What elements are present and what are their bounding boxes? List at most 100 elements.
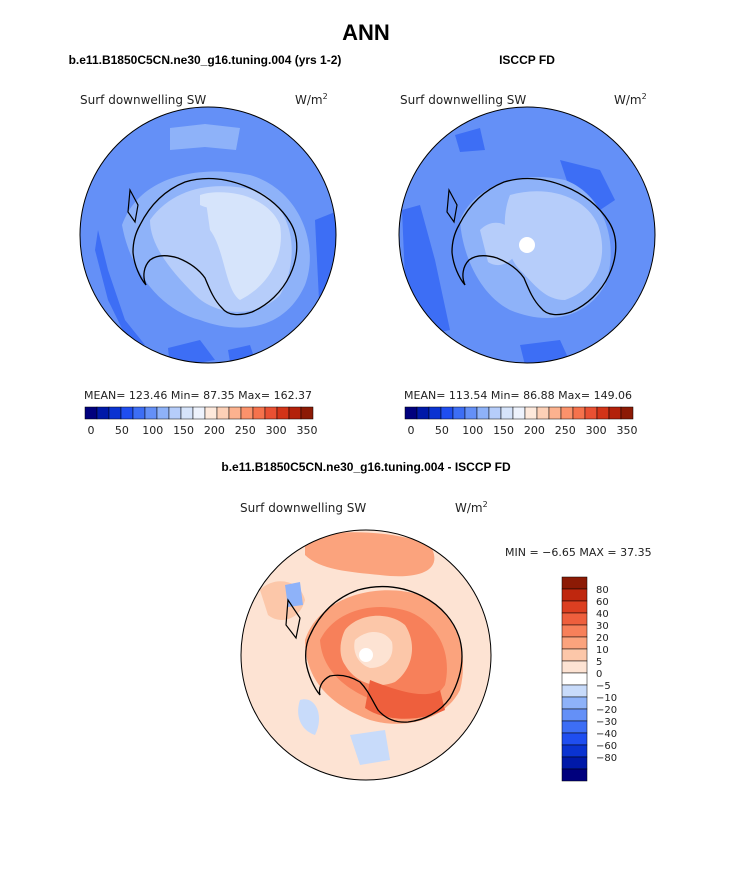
panel-diff-coastline <box>304 586 463 723</box>
panel-diff-colorbar-box <box>561 660 588 674</box>
panel-model-colorbar-tick: 100 <box>142 424 163 437</box>
panel-model-colorbar-box <box>168 406 182 420</box>
panel-model-colorbar-box <box>228 406 242 420</box>
panel-diff-colorbar-label: −30 <box>596 717 617 728</box>
panel-obs-colorbar-box <box>524 406 538 420</box>
panel-diff-colorbar-label: −20 <box>596 705 617 716</box>
panel-diff-border <box>240 529 492 781</box>
panel-obs-colorbar-box <box>572 406 586 420</box>
panel-model-colorbar-box <box>240 406 254 420</box>
panel-obs-colorbar-tick: 50 <box>435 424 449 437</box>
panel-model-map <box>80 107 336 363</box>
panel-obs-colorbar-box <box>452 406 466 420</box>
panel-diff-colorbar-box <box>561 684 588 698</box>
panel-obs-colorbar-tick: 0 <box>408 424 415 437</box>
panel-model-colorbar-box <box>108 406 122 420</box>
panel-diff-colorbar-box <box>561 696 588 710</box>
page-title: ANN <box>342 20 390 45</box>
panel-obs: ISCCP FD Surf downwelling SW W/m2 MEAN= … <box>398 53 656 437</box>
panel-model-colorbar-box <box>144 406 158 420</box>
panel-model-colorbar-box <box>264 406 278 420</box>
panel-obs-colorbar: 0 50 100 150 200 250 300 350 <box>404 406 638 437</box>
panel-diff-colorbar-box <box>561 612 588 626</box>
panel-model: b.e11.B1850C5CN.ne30_g16.tuning.004 (yrs… <box>69 53 342 437</box>
panel-model-colorbar-box <box>252 406 266 420</box>
panel-obs-colorbar-box <box>476 406 490 420</box>
panel-diff-units: W/m2 <box>455 500 488 515</box>
panel-model-colorbar-tick: 150 <box>173 424 194 437</box>
panel-diff-title: b.e11.B1850C5CN.ne30_g16.tuning.004 - IS… <box>221 460 511 474</box>
panel-diff-colorbar-label: −60 <box>596 741 617 752</box>
panel-obs-colorbar-box <box>596 406 610 420</box>
panel-obs-colorbar-box <box>512 406 526 420</box>
panel-obs-colorbar-box <box>428 406 442 420</box>
panel-obs-colorbar-tick: 100 <box>462 424 483 437</box>
panel-obs-colorbar-box <box>608 406 622 420</box>
panel-model-colorbar: 0 50 100 150 200 250 300 350 <box>84 406 318 437</box>
panel-model-colorbar-box <box>156 406 170 420</box>
panel-obs-colorbar-box <box>548 406 562 420</box>
panel-model-colorbar-box <box>204 406 218 420</box>
panel-obs-colorbar-box <box>500 406 514 420</box>
panel-model-colorbar-box <box>132 406 146 420</box>
panel-model-colorbar-tick: 200 <box>204 424 225 437</box>
panel-diff-stats: MIN = −6.65 MAX = 37.35 <box>505 546 652 559</box>
panel-model-coastline <box>132 177 298 316</box>
panel-diff-colorbar-box <box>561 588 588 602</box>
panel-model-colorbar-tick: 50 <box>115 424 129 437</box>
panel-diff-variable: Surf downwelling SW <box>240 501 366 515</box>
panel-obs-map <box>399 107 655 363</box>
panel-model-colorbar-tick: 350 <box>297 424 318 437</box>
panel-model-colorbar-tick: 300 <box>266 424 287 437</box>
panel-diff-colorbar-box <box>561 576 588 590</box>
panel-diff-colorbar-box <box>561 720 588 734</box>
panel-obs-colorbar-tick: 250 <box>555 424 576 437</box>
panel-model-colorbar-box <box>300 406 314 420</box>
panel-obs-colorbar-box <box>440 406 454 420</box>
panel-model-border <box>79 106 337 364</box>
panel-diff-colorbar-label: 10 <box>596 645 609 656</box>
panel-diff-colorbar-label: 20 <box>596 633 609 644</box>
panel-model-colorbar-box <box>120 406 134 420</box>
panel-obs-colorbar-box <box>620 406 634 420</box>
panel-model-colorbar-tick: 250 <box>235 424 256 437</box>
panel-diff-colorbar-label: 5 <box>596 657 602 668</box>
panel-diff-colorbar-box <box>561 648 588 662</box>
panel-diff-colorbar-label: −10 <box>596 693 617 704</box>
panel-model-stats: MEAN= 123.46 Min= 87.35 Max= 162.37 <box>84 389 312 402</box>
panel-diff-colorbar-label: −80 <box>596 753 617 764</box>
panel-obs-units: W/m2 <box>614 92 647 107</box>
panel-model-colorbar-box <box>180 406 194 420</box>
panel-obs-colorbar-tick: 150 <box>493 424 514 437</box>
panel-model-title: b.e11.B1850C5CN.ne30_g16.tuning.004 (yrs… <box>69 53 342 67</box>
panel-obs-colorbar-tick: 300 <box>586 424 607 437</box>
panel-diff-colorbar-label: −40 <box>596 729 617 740</box>
panel-obs-border <box>398 106 656 364</box>
panel-diff-colorbar-box <box>561 636 588 650</box>
panel-diff-colorbar-box <box>561 672 588 686</box>
panel-diff-colorbar-label: −5 <box>596 681 611 692</box>
panel-diff-colorbar-label: 40 <box>596 609 609 620</box>
panel-obs-title: ISCCP FD <box>499 53 555 67</box>
panel-obs-colorbar-box <box>488 406 502 420</box>
panel-model-units: W/m2 <box>295 92 328 107</box>
panel-diff-colorbar-label: 60 <box>596 597 609 608</box>
panel-diff-colorbar-label: 0 <box>596 669 602 680</box>
panel-diff-colorbar-box <box>561 600 588 614</box>
panel-obs-coastline <box>451 177 617 316</box>
panel-obs-colorbar-tick: 350 <box>617 424 638 437</box>
panel-obs-colorbar-box <box>584 406 598 420</box>
panel-obs-colorbar-tick: 200 <box>524 424 545 437</box>
panel-diff-colorbar-box <box>561 756 588 770</box>
panel-model-colorbar-box <box>216 406 230 420</box>
panel-diff-colorbar-box <box>561 768 588 782</box>
panel-model-colorbar-box <box>96 406 110 420</box>
panel-obs-stats: MEAN= 113.54 Min= 86.88 Max= 149.06 <box>404 389 632 402</box>
panel-model-colorbar-box <box>276 406 290 420</box>
panel-diff-colorbar-box <box>561 744 588 758</box>
panel-diff-colorbar-box <box>561 732 588 746</box>
panel-diff-colorbar-label: 30 <box>596 621 609 632</box>
panel-model-colorbar-box <box>192 406 206 420</box>
